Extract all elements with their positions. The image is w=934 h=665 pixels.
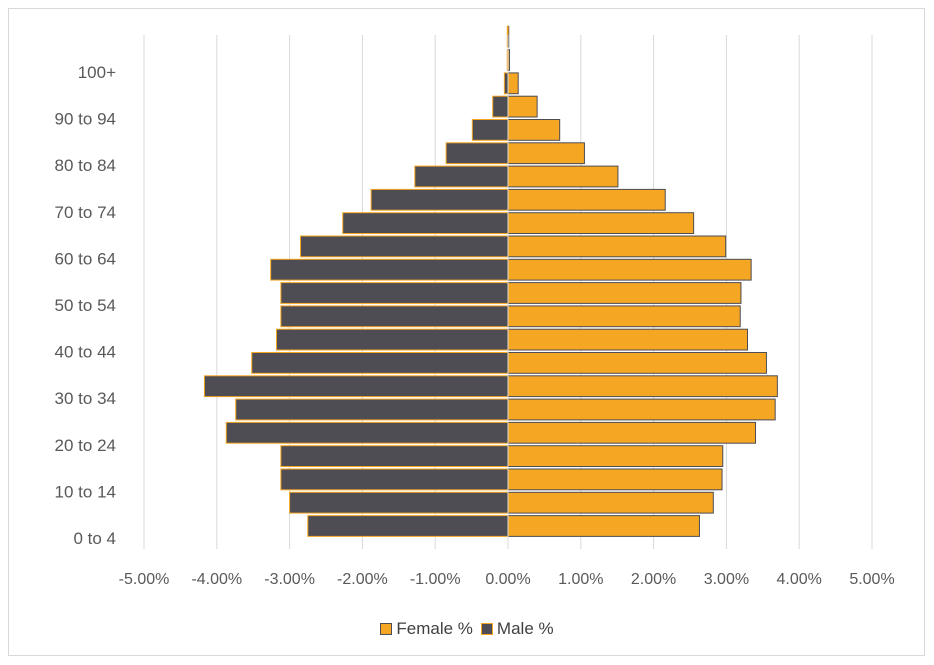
x-tick-label: -2.00% xyxy=(337,571,388,588)
bar-female-0 xyxy=(507,515,700,537)
bar-male-15 xyxy=(414,165,509,188)
bar-male-1 xyxy=(289,491,509,514)
bar-female-14 xyxy=(507,188,666,211)
y-tick-label: 30 to 34 xyxy=(55,389,116,408)
x-tick-label: -5.00% xyxy=(119,571,170,588)
bar-male-3 xyxy=(280,445,509,468)
bar-female-9 xyxy=(507,305,741,328)
bar-female-16 xyxy=(507,142,585,165)
bar-female-19 xyxy=(507,72,519,95)
bar-male-9 xyxy=(280,305,509,328)
bar-female-4 xyxy=(507,421,757,444)
bar-male-11 xyxy=(270,258,509,281)
bar-male-2 xyxy=(280,468,509,491)
bar-female-5 xyxy=(507,398,776,421)
x-axis-labels: -5.00% -4.00% -3.00% -2.00% -1.00% 0.00% 1.00%… xyxy=(119,571,895,588)
bar-male-14 xyxy=(370,188,509,211)
bar-female-12 xyxy=(507,235,727,258)
legend-label-female: Female % xyxy=(396,619,473,638)
bar-male-10 xyxy=(280,282,509,304)
bar-female-3 xyxy=(507,445,724,468)
legend-swatch-male xyxy=(480,623,493,635)
bar-female-8 xyxy=(507,328,749,351)
bar-female-6 xyxy=(507,375,778,398)
bar-male-5 xyxy=(235,398,509,421)
bar-female-17 xyxy=(507,119,561,141)
bar-female-11 xyxy=(507,258,752,281)
y-tick-label: 70 to 74 xyxy=(55,203,116,222)
bar-male-0 xyxy=(307,515,509,537)
legend-item-male: Male % xyxy=(480,619,554,639)
x-tick-label: 5.00% xyxy=(849,571,894,588)
bar-male-4 xyxy=(225,421,509,444)
bar-female-7 xyxy=(507,352,767,374)
legend-swatch-female xyxy=(380,623,393,635)
bar-female-10 xyxy=(507,282,742,304)
bar-female-13 xyxy=(507,212,695,234)
bar-male-7 xyxy=(251,352,509,374)
y-tick-label: 100+ xyxy=(78,63,116,82)
x-tick-label: 3.00% xyxy=(704,571,749,588)
bar-male-16 xyxy=(445,142,509,165)
bar-male-13 xyxy=(342,212,509,234)
bar-male-18 xyxy=(492,95,509,118)
bars xyxy=(203,25,778,549)
y-tick-label: 60 to 64 xyxy=(55,249,116,268)
x-tick-label: -1.00% xyxy=(410,571,461,588)
y-tick-label: 50 to 54 xyxy=(55,296,116,315)
bar-male-8 xyxy=(275,328,509,351)
y-tick-label: 40 to 44 xyxy=(55,343,116,362)
y-tick-label: 90 to 94 xyxy=(55,110,116,129)
bar-male-19 xyxy=(503,72,509,95)
bar-male-17 xyxy=(471,119,509,141)
bar-male-12 xyxy=(300,235,509,258)
y-tick-label: 10 to 14 xyxy=(55,482,116,501)
y-axis-labels: 0 to 4 10 to 14 20 to 24 30 to 34 40 to 44 50… xyxy=(55,63,117,548)
y-tick-label: 80 to 84 xyxy=(55,156,116,175)
bar-female-15 xyxy=(507,165,619,188)
x-tick-label: 2.00% xyxy=(631,571,676,588)
x-tick-label: -4.00% xyxy=(191,571,242,588)
x-tick-label: 1.00% xyxy=(558,571,603,588)
legend: Female % Male % xyxy=(0,619,934,639)
x-tick-label: 4.00% xyxy=(777,571,822,588)
legend-label-male: Male % xyxy=(496,619,554,638)
legend-item-female: Female % xyxy=(380,619,473,639)
bar-female-1 xyxy=(507,491,714,514)
y-tick-label: 0 to 4 xyxy=(73,529,116,548)
x-tick-label: 0.00% xyxy=(485,571,530,588)
bar-female-2 xyxy=(507,468,723,491)
bar-female-18 xyxy=(507,95,538,118)
bar-male-6 xyxy=(203,375,509,398)
y-tick-label: 20 to 24 xyxy=(55,436,116,455)
x-tick-label: -3.00% xyxy=(264,571,315,588)
